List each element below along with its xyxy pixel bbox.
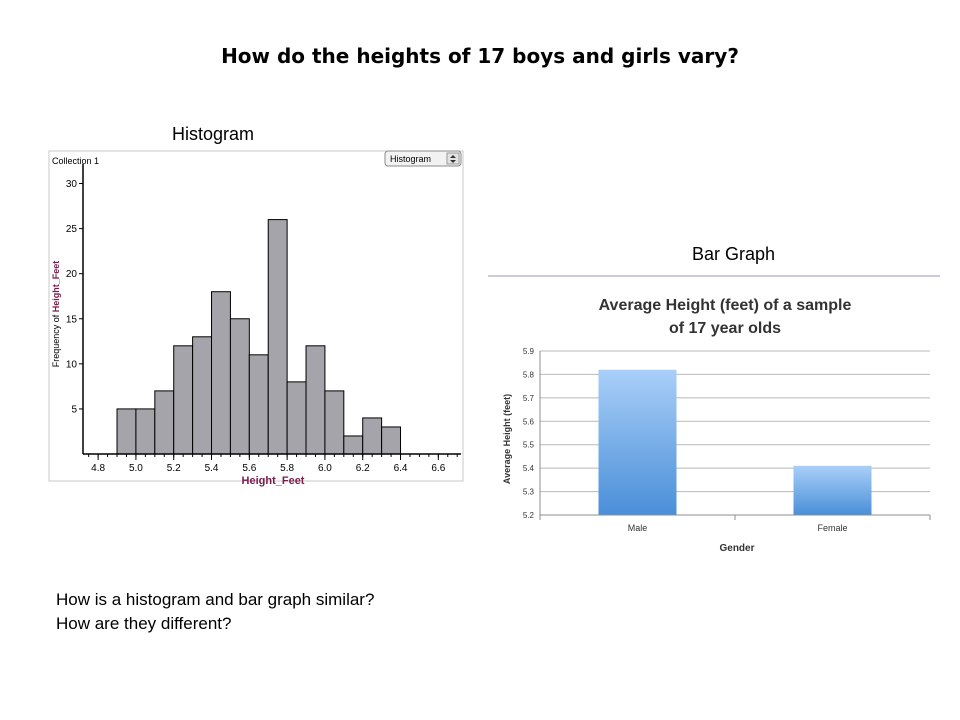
- question-similar: How is a histogram and bar graph similar…: [56, 590, 375, 609]
- histogram-bar: [116, 408, 137, 455]
- histogram-bar: [135, 408, 156, 455]
- histogram-x-tick-label: 6.6: [431, 463, 445, 474]
- histogram-bar: [211, 291, 231, 455]
- histogram-y-tick-label: 25: [66, 224, 78, 235]
- bar-graph-y-tick-label: 5.7: [523, 394, 535, 403]
- histogram-y-tick-label: 20: [66, 269, 78, 280]
- bar-graph-bar: [598, 369, 677, 515]
- histogram-x-tick-label: 6.4: [394, 463, 408, 474]
- histogram-y-tick-label: 10: [66, 359, 78, 370]
- plot-type-dropdown[interactable]: Histogram: [384, 150, 462, 167]
- bar-graph-category-label: Male: [628, 523, 648, 533]
- histogram-x-tick-label: 5.0: [129, 463, 143, 474]
- bar-graph-y-tick-label: 5.5: [523, 441, 535, 450]
- slide-title: How do the heights of 17 boys and girls …: [221, 44, 739, 68]
- histogram-y-axis-label: Frequency of Height_Feet: [51, 261, 61, 368]
- bar-graph-y-tick-label: 5.6: [523, 417, 535, 426]
- collection-label: Collection 1: [52, 156, 99, 166]
- bar-graph-category-label: Female: [817, 523, 847, 533]
- histogram-x-tick-label: 6.2: [356, 463, 370, 474]
- bar-graph-y-tick-label: 5.3: [523, 488, 535, 497]
- histogram-x-tick-label: 5.6: [242, 463, 256, 474]
- histogram-x-tick-label: 4.8: [91, 463, 105, 474]
- histogram-bar: [305, 345, 326, 455]
- bar-graph-y-tick-label: 5.8: [523, 370, 535, 379]
- question-different: How are they different?: [56, 614, 232, 633]
- bar-graph-caption: Bar Graph: [692, 244, 776, 264]
- bar-graph-y-axis-label: Average Height (feet): [502, 394, 512, 484]
- histogram-chart: Collection 1 Histogram 5 10 15 20 25 30 4.8 5.0…: [48, 150, 464, 487]
- bar-graph-y-tick-label: 5.4: [523, 464, 535, 473]
- histogram-x-tick-label: 6.0: [318, 463, 332, 474]
- histogram-bar: [381, 426, 402, 455]
- histogram-bar: [267, 219, 288, 455]
- histogram-y-tick-label: 15: [66, 314, 78, 325]
- histogram-bar: [324, 390, 345, 455]
- histogram-caption: Histogram: [172, 124, 255, 144]
- histogram-bar: [229, 318, 250, 455]
- histogram-bar: [173, 345, 194, 455]
- histogram-y-tick-label: 30: [66, 179, 78, 190]
- bar-graph-y-tick-label: 5.9: [523, 347, 535, 356]
- histogram-bar: [248, 354, 269, 455]
- bar-graph-x-axis-label: Gender: [719, 543, 754, 554]
- histogram-x-tick-label: 5.4: [205, 463, 219, 474]
- histogram-bar: [286, 381, 307, 455]
- histogram-bar: [343, 435, 364, 455]
- histogram-bar: [362, 417, 383, 455]
- histogram-x-axis-label: Height_Feet: [242, 475, 305, 487]
- bar-graph-title-line1: Average Height (feet) of a sample: [599, 297, 852, 314]
- dropdown-arrows-icon: [450, 155, 456, 163]
- bar-graph-bar: [793, 465, 872, 515]
- plot-type-dropdown-value: Histogram: [390, 154, 431, 164]
- bar-graph-title-line2: of 17 year olds: [669, 320, 781, 337]
- histogram-bar: [192, 336, 213, 455]
- bar-graph-chart: Average Height (feet) of a sample of 17 …: [488, 275, 940, 554]
- histogram-x-tick-label: 5.8: [280, 463, 294, 474]
- bar-graph-y-tick-label: 5.2: [523, 511, 535, 520]
- histogram-y-tick-label: 5: [71, 404, 77, 415]
- dropdown-stepper-icon: [446, 152, 460, 165]
- histogram-x-tick-label: 5.2: [167, 463, 181, 474]
- histogram-bar: [154, 390, 175, 455]
